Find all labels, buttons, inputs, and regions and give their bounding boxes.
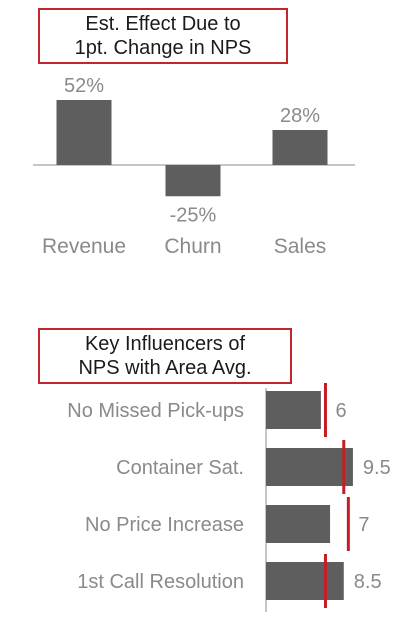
bottom-chart-title-line-1: Key Influencers of — [84, 333, 246, 355]
category-label-no-missed-pick-ups: No Missed Pick-ups — [67, 400, 244, 422]
value-label-churn: -25% — [170, 204, 217, 226]
bar-1st-call-resolution — [266, 562, 344, 600]
category-label-revenue: Revenue — [42, 235, 126, 258]
value-label-revenue: 52% — [64, 75, 104, 97]
bar-revenue — [56, 100, 112, 165]
value-label-1st-call-resolution: 8.5 — [354, 571, 382, 593]
bar-churn — [165, 165, 221, 197]
value-label-no-missed-pick-ups: 6 — [335, 400, 346, 422]
nps-effect-bar-chart: 52% Revenue -25% Churn 28% Sales — [33, 75, 355, 258]
bar-container-sat- — [266, 448, 353, 486]
category-label-container-sat-: Container Sat. — [116, 457, 244, 479]
bar-no-price-increase — [266, 505, 331, 543]
value-label-container-sat-: 9.5 — [363, 457, 391, 479]
category-label-1st-call-resolution: 1st Call Resolution — [77, 571, 244, 593]
bottom-chart-title-line-2: NPS with Area Avg. — [78, 357, 252, 379]
top-chart-title-line-2: 1pt. Change in NPS — [74, 37, 252, 59]
bar-sales — [272, 130, 328, 165]
top-chart-title-line-1: Est. Effect Due to — [85, 13, 241, 35]
value-label-sales: 28% — [280, 105, 320, 127]
value-label-no-price-increase: 7 — [358, 514, 369, 536]
category-label-churn: Churn — [164, 235, 221, 258]
category-label-sales: Sales — [274, 235, 327, 258]
bottom-chart-title: Key Influencers of NPS with Area Avg. — [38, 328, 292, 384]
category-label-no-price-increase: No Price Increase — [85, 514, 244, 536]
top-chart-title: Est. Effect Due to 1pt. Change in NPS — [38, 8, 288, 64]
bar-no-missed-pick-ups — [266, 391, 321, 429]
